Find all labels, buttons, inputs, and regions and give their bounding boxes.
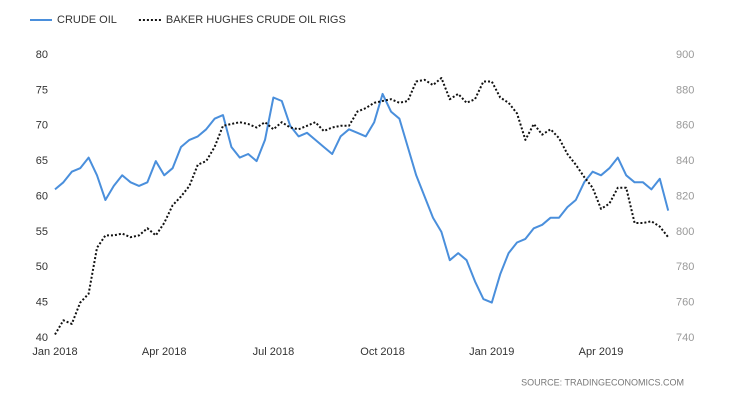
y-tick-label: 80 — [36, 49, 48, 61]
x-tick-label: Apr 2019 — [579, 346, 624, 358]
y2-tick-label: 740 — [676, 332, 694, 344]
x-tick-label: Apr 2018 — [142, 346, 187, 358]
x-tick-label: Jan 2018 — [32, 346, 77, 358]
legend-label: CRUDE OIL — [57, 14, 117, 26]
y2-tick-label: 780 — [676, 261, 694, 273]
y2-tick-label: 860 — [676, 120, 694, 132]
source: SOURCE: TRADINGECONOMICS.COM — [521, 377, 684, 387]
y2-tick-label: 900 — [676, 49, 694, 61]
y2-tick-label: 820 — [676, 190, 694, 202]
y-tick-label: 45 — [36, 297, 48, 309]
x-tick-label: Jan 2019 — [469, 346, 514, 358]
legend-label: BAKER HUGHES CRUDE OIL RIGS — [166, 14, 346, 26]
x-tick-label: Oct 2018 — [360, 346, 405, 358]
y-tick-label: 75 — [36, 84, 48, 96]
y-tick-label: 65 — [36, 155, 48, 167]
y-tick-label: 40 — [36, 332, 48, 344]
y-tick-label: 60 — [36, 190, 48, 202]
series-line — [54, 77, 669, 336]
x-tick-label: Jul 2018 — [253, 346, 295, 358]
y2-tick-label: 800 — [676, 226, 694, 238]
y2-tick-label: 760 — [676, 297, 694, 309]
y-tick-label: 55 — [36, 226, 48, 238]
series-line — [54, 92, 670, 304]
y2-tick-label: 880 — [676, 84, 694, 96]
y-tick-label: 50 — [36, 261, 48, 273]
y-tick-label: 70 — [36, 120, 48, 132]
y2-tick-label: 840 — [676, 155, 694, 167]
